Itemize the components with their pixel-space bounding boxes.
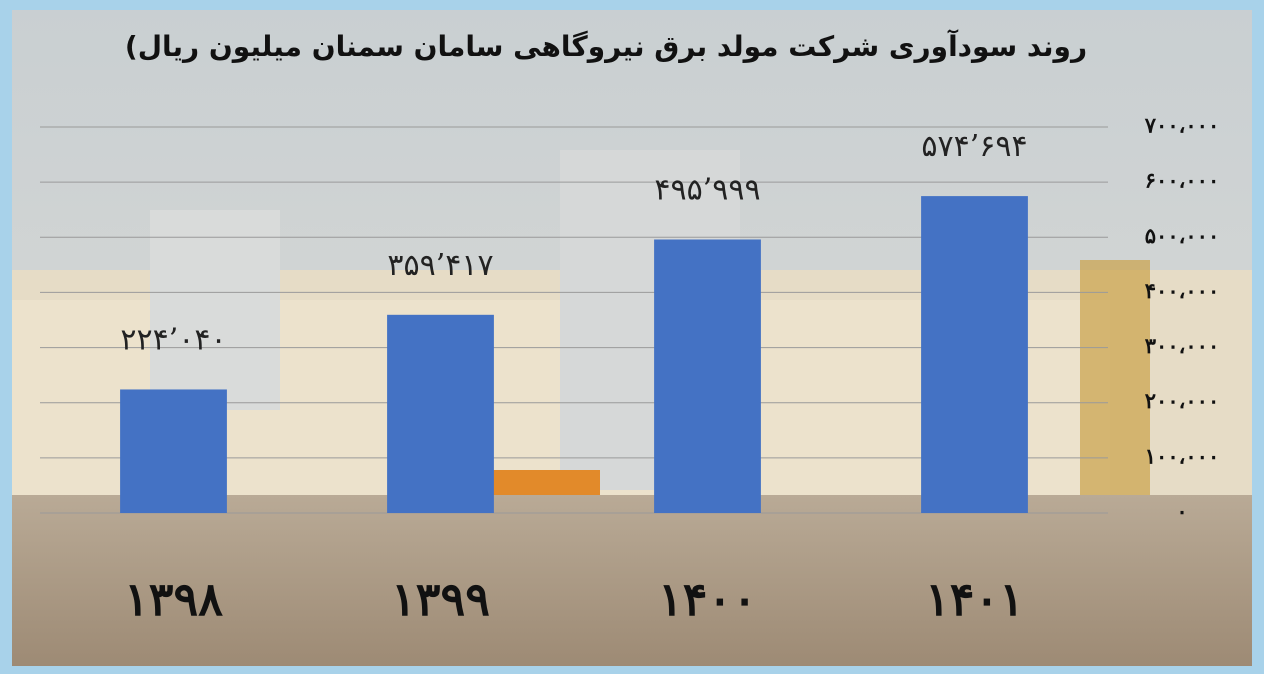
y-tick-label: ۷۰۰،۰۰۰ (1144, 113, 1219, 138)
y-tick-label: ۳۰۰،۰۰۰ (1145, 333, 1219, 358)
chart-title: روند سودآوری شرکت مولد برق نیروگاهی ساما… (125, 29, 1087, 63)
y-tick-label: ۶۰۰،۰۰۰ (1145, 168, 1219, 193)
value-label: ۲۲۴’۰۴۰ (120, 322, 226, 357)
bar (387, 314, 494, 513)
bar (120, 389, 227, 513)
bar (654, 239, 761, 513)
y-tick-label: ۴۰۰،۰۰۰ (1145, 278, 1219, 303)
x-tick-label: ۱۳۹۸ (124, 572, 223, 626)
y-tick-label: ۲۰۰،۰۰۰ (1145, 388, 1219, 413)
x-tick-label: ۱۴۰۱ (925, 572, 1024, 626)
bar (921, 196, 1028, 514)
x-tick-label: ۱۳۹۹ (391, 572, 490, 626)
value-label: ۵۷۴’۶۹۴ (921, 129, 1027, 164)
value-label: ۴۹۵’۹۹۹ (654, 172, 760, 207)
x-tick-label: ۱۴۰۰ (658, 572, 757, 626)
y-tick-label: ۱۰۰،۰۰۰ (1145, 443, 1219, 468)
y-tick-label: ۵۰۰،۰۰۰ (1145, 223, 1219, 248)
value-label: ۳۵۹’۴۱۷ (387, 248, 493, 283)
y-tick-label: ۰ (1176, 499, 1187, 524)
